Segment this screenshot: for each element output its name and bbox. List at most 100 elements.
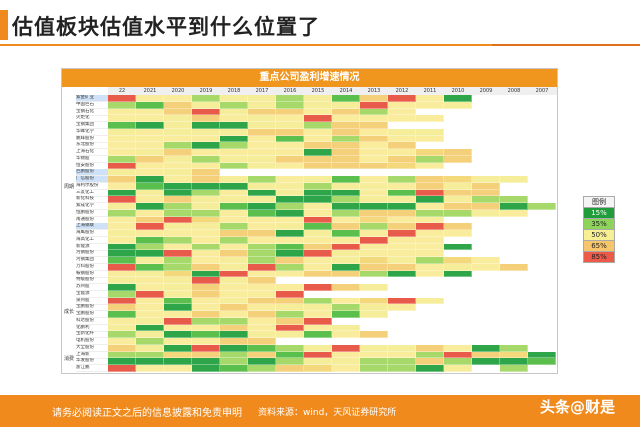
heatmap-cell [360,243,388,251]
heatmap-cell [388,135,416,143]
heatmap-cell [192,358,220,365]
heatmap-cell [416,216,444,224]
heatmap-cell [276,128,304,136]
heatmap-cell [304,95,332,102]
heatmap-cell [192,270,220,278]
year-label: 22 [118,88,126,94]
heatmap-cell [248,223,276,230]
heatmap-cell [416,277,444,284]
company-name: 新化科技 [76,196,108,204]
heatmap-cell [472,108,500,116]
heatmap-cell [164,176,192,183]
heatmap-cell [136,216,164,224]
heatmap-cell [528,196,556,203]
heatmap-cell [332,250,360,257]
heatmap-cell [276,257,304,264]
heatmap-cell [472,216,500,224]
legend-title: 图例 [583,196,615,208]
heatmap-cell [220,263,248,271]
heatmap-cell [388,331,416,338]
year-label: 2014 [339,88,353,94]
heatmap-cell [164,331,192,338]
heatmap-cell [444,277,472,284]
heatmap-cell [416,95,444,102]
heatmap-cell [276,311,304,318]
heatmap-cell [192,243,220,251]
heatmap-cell [108,128,136,136]
heatmap-cell [444,351,472,359]
heatmap-cell [220,365,248,372]
heatmap-cell [304,115,332,122]
heatmap-cell [500,365,528,372]
heatmap-cell [164,284,192,291]
heatmap-cell [332,223,360,230]
heatmap-cell [276,101,304,109]
heatmap-cell [500,196,528,203]
heatmap-cell [472,203,500,210]
heatmap-cell [444,297,472,305]
heatmap-cell [108,284,136,291]
heatmap-cell [220,304,248,311]
heatmap-cell [164,216,192,224]
heatmap-cell [528,108,556,116]
heatmap-cell [444,284,472,291]
heatmap-cell [192,250,220,257]
heatmap-cell [444,344,472,352]
company-name: 河钢股份 [76,250,108,258]
heatmap-cell [444,128,472,136]
heatmap-cell [388,230,416,237]
heatmap-cell [528,263,556,271]
heatmap-cell [416,149,444,156]
heatmap-cell [220,338,248,345]
heatmap-cell [164,243,192,251]
heatmap-cell [164,290,192,298]
heatmap-cell [136,169,164,176]
heatmap-cell [472,344,500,352]
heatmap-cell [360,236,388,244]
heatmap-cell [304,155,332,163]
heatmap-cell [220,250,248,257]
heatmap-cell [528,115,556,122]
heatmap-cell [528,162,556,170]
heatmap-cell [304,344,332,352]
heatmap-cell [500,297,528,305]
heatmap-cell [304,304,332,311]
heatmap-cell [164,108,192,116]
heatmap-cell [192,155,220,163]
heatmap-cell [164,149,192,156]
heatmap-cell [388,95,416,102]
heatmap-cell [108,317,136,325]
heatmap-cell [500,142,528,149]
heatmap-cell [388,297,416,305]
heatmap-cell [108,182,136,190]
heatmap-cell [108,122,136,129]
heatmap-cell [248,101,276,109]
heatmap-cell [444,311,472,318]
heatmap-cell [136,203,164,210]
heatmap-cell [192,189,220,197]
title-accent-bar [0,10,8,40]
heatmap-cell [360,223,388,230]
heatmap-cell [108,351,136,359]
heatmap-cell [416,317,444,325]
heatmap-cell [360,149,388,156]
heatmap-cell [500,122,528,129]
heatmap-cell [276,338,304,345]
heatmap-cell [248,209,276,217]
heatmap-cell [360,115,388,122]
heatmap-cell [528,209,556,217]
heatmap-cell [444,250,472,257]
heatmap-cell [500,108,528,116]
title-divider [0,44,640,46]
heatmap-cell [360,297,388,305]
heatmap-cell [388,344,416,352]
heatmap-cell [248,297,276,305]
heatmap-cell [220,162,248,170]
heatmap-cell [528,230,556,237]
heatmap-cell [472,338,500,345]
heatmap-cell [416,358,444,365]
heatmap-cell [444,135,472,143]
heatmap-cell [276,149,304,156]
heatmap-cell [416,236,444,244]
heatmap-cell [220,108,248,116]
